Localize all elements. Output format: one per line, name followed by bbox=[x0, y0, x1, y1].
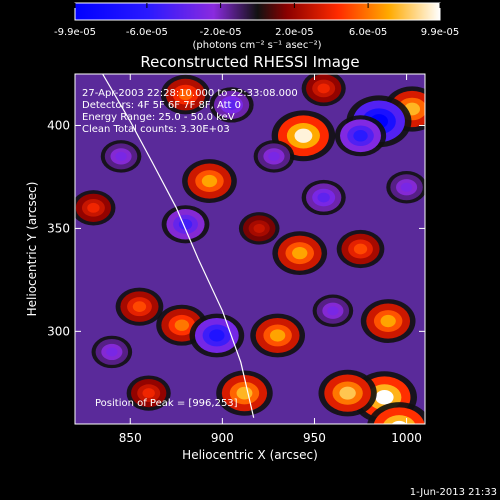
annotations: 27-Apr-2003 22:28:10.000 to 22:33:08.000… bbox=[82, 88, 298, 409]
heatmap-bright-source bbox=[238, 212, 280, 245]
x-tick-label: 900 bbox=[211, 431, 234, 445]
colorbar: -9.9e-05 -6.0e-05 -2.0e-05 2.0e-05 6.0e-05 9.… bbox=[54, 2, 459, 51]
heatmap-dark-source bbox=[334, 115, 387, 157]
colorbar-units: (photons cm⁻² s⁻¹ asec⁻²) bbox=[192, 40, 321, 51]
heatmap-dark-source bbox=[189, 313, 245, 358]
annotation-time: 27-Apr-2003 22:28:10.000 to 22:33:08.000 bbox=[82, 88, 298, 99]
chart-title: Reconstructed RHESSI Image bbox=[140, 53, 359, 71]
heatmap-bright-source bbox=[336, 229, 385, 269]
heatmap-dark-source bbox=[312, 294, 354, 328]
plot-frame bbox=[74, 73, 426, 425]
annotation-energy: Energy Range: 25.0 - 50.0 keV bbox=[82, 112, 235, 123]
heatmap-blobs bbox=[75, 74, 425, 424]
heatmap-dark-source bbox=[301, 179, 346, 216]
colorbar-ticks: -9.9e-05 -6.0e-05 -2.0e-05 2.0e-05 6.0e-05 9.… bbox=[54, 3, 459, 38]
heatmap-bright-source bbox=[115, 287, 164, 326]
colorbar-tick-label: 6.0e-05 bbox=[349, 27, 387, 38]
heatmap-bright-source bbox=[318, 369, 377, 417]
heatmap-bright-source bbox=[216, 370, 273, 416]
heatmap-bright-source bbox=[360, 299, 416, 343]
y-axis-label: Heliocentric Y (arcsec) bbox=[25, 182, 39, 317]
heatmap-dark-source bbox=[253, 140, 295, 173]
heatmap-bright-source bbox=[75, 190, 116, 226]
heatmap-bright-source bbox=[272, 231, 328, 276]
colorbar-tick-label: -6.0e-05 bbox=[126, 27, 168, 38]
x-axis-label: Heliocentric X (arcsec) bbox=[182, 448, 318, 462]
colorbar-tick-label: 9.9e-05 bbox=[421, 27, 459, 38]
colorbar-tick-label: 2.0e-05 bbox=[275, 27, 313, 38]
annotation-peak: Position of Peak = [996,253] bbox=[95, 398, 238, 409]
y-tick-label: 350 bbox=[47, 221, 70, 235]
heatmap-bright-source bbox=[160, 74, 211, 115]
heatmap-bright-source bbox=[301, 74, 346, 107]
y-tick-label: 400 bbox=[47, 118, 70, 132]
x-tick-label: 1000 bbox=[391, 431, 422, 445]
annotation-clean: Clean Total counts: 3.30E+03 bbox=[82, 124, 230, 135]
footer-date: 1-Jun-2013 21:33 bbox=[410, 487, 497, 498]
heatmap-dark-source bbox=[100, 140, 142, 173]
colorbar-gradient bbox=[74, 2, 441, 21]
axis-ticks: 850 900 950 1000 300 350 400 bbox=[47, 74, 425, 445]
heatmap-dark-source bbox=[209, 87, 254, 123]
heatmap-dark-source bbox=[386, 170, 425, 204]
heatmap bbox=[75, 74, 425, 424]
colorbar-tick-label: -2.0e-05 bbox=[200, 27, 242, 38]
x-tick-label: 950 bbox=[303, 431, 326, 445]
x-tick-label: 850 bbox=[119, 431, 142, 445]
heatmap-bright-source bbox=[126, 375, 171, 411]
y-tick-label: 300 bbox=[47, 324, 70, 338]
heatmap-bright-source bbox=[250, 313, 306, 358]
heatmap-dark-source bbox=[91, 335, 133, 369]
colorbar-tick-label: -9.9e-05 bbox=[54, 27, 96, 38]
heatmap-dark-source bbox=[161, 205, 210, 244]
heatmap-bright-source bbox=[367, 402, 425, 424]
solar-limb-curve bbox=[102, 74, 255, 418]
heatmap-bright-source bbox=[156, 304, 208, 346]
heatmap-bright-source bbox=[182, 159, 237, 203]
annotation-detectors: Detectors: 4F 5F 6F 7F 8F, Att 0 bbox=[82, 100, 241, 111]
